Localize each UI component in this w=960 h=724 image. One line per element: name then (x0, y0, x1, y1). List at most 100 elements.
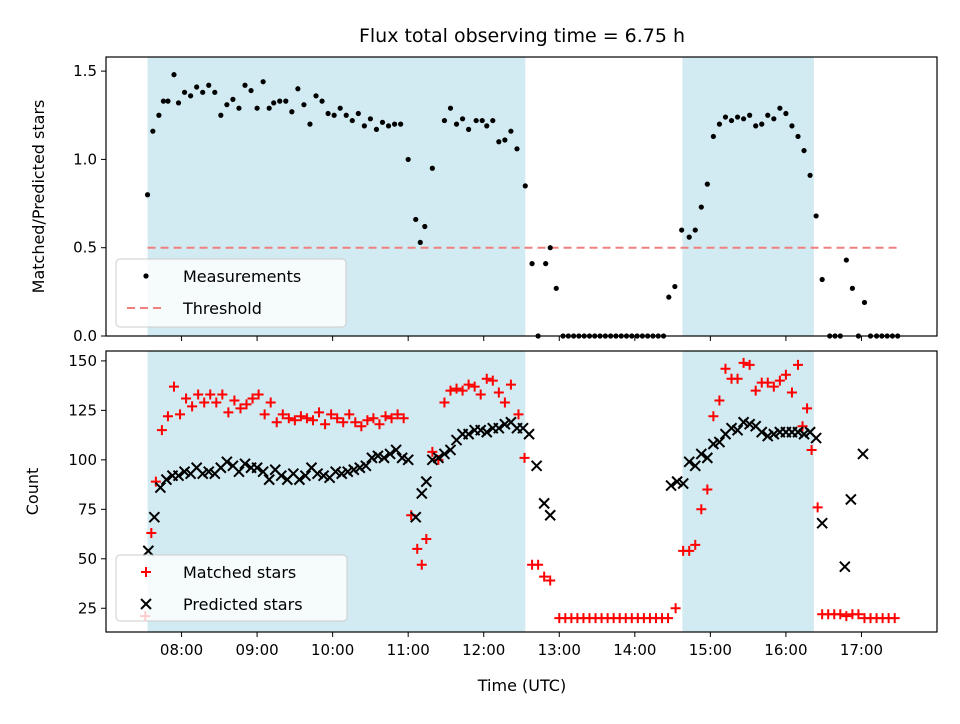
data-point (696, 504, 707, 515)
data-point (741, 116, 747, 122)
data-point (257, 466, 269, 478)
data-point (801, 147, 807, 154)
data-point (523, 428, 535, 440)
data-point (148, 511, 161, 523)
data-point (392, 409, 403, 420)
data-point (861, 299, 868, 306)
data-point (777, 105, 783, 111)
data-point (150, 476, 161, 487)
data-point (412, 543, 423, 554)
x-tick-label: 10:00 (311, 641, 354, 659)
data-point (444, 444, 457, 456)
data-point (241, 399, 252, 410)
data-point (160, 98, 167, 104)
data-point (405, 156, 411, 163)
data-point (188, 93, 194, 99)
data-point (247, 393, 258, 404)
data-point (819, 276, 825, 283)
data-point (802, 403, 813, 414)
data-point (239, 458, 251, 470)
data-point (684, 545, 695, 556)
x-tick-label: 16:00 (764, 641, 807, 659)
data-point (750, 385, 761, 396)
data-point (254, 105, 260, 111)
data-point (331, 112, 337, 118)
data-point (786, 387, 797, 398)
data-point (307, 415, 318, 426)
data-point (301, 413, 312, 424)
data-point (301, 102, 307, 108)
data-point (260, 79, 266, 85)
data-point (368, 413, 379, 424)
data-point (734, 114, 741, 120)
data-point (762, 377, 773, 388)
data-point (683, 456, 695, 468)
data-point (251, 462, 263, 474)
data-point (484, 123, 490, 129)
data-point (384, 448, 396, 460)
data-point (175, 409, 186, 420)
data-point (221, 456, 233, 468)
data-point (780, 369, 791, 380)
data-point (332, 413, 343, 424)
data-point (499, 397, 510, 408)
x-tick-label: 11:00 (387, 641, 430, 659)
data-point (162, 411, 173, 422)
y-tick-label: 75 (78, 500, 97, 518)
legend-marker (143, 273, 149, 279)
data-point (416, 559, 427, 570)
data-point (481, 373, 492, 384)
data-point (160, 473, 173, 486)
data-point (356, 421, 367, 432)
chart-title: Flux total observing time = 6.75 h (359, 25, 685, 47)
legend: Matched stars Predicted stars (115, 554, 348, 622)
data-point (422, 223, 428, 230)
data-point (469, 381, 480, 392)
data-point (514, 146, 520, 152)
y-axis-title: Count (23, 468, 42, 516)
x-axis-title: Time (UTC) (477, 676, 566, 695)
data-point (732, 373, 743, 384)
legend-label: Predicted stars (183, 595, 303, 614)
data-point (421, 533, 432, 544)
data-point (217, 389, 228, 400)
y-tick-label: 50 (78, 550, 97, 568)
data-point (490, 117, 496, 124)
data-point (544, 509, 556, 521)
data-point (529, 261, 535, 267)
data-point (235, 403, 246, 414)
legend-marker (141, 567, 151, 577)
legend-marker (140, 598, 152, 610)
data-point (338, 417, 349, 428)
data-point (816, 517, 828, 529)
data-point (677, 477, 689, 490)
data-point (502, 137, 508, 143)
data-point (666, 294, 672, 300)
data-point (689, 460, 701, 472)
data-point (481, 426, 493, 438)
data-point (445, 385, 456, 396)
data-point (391, 121, 398, 127)
data-point (337, 105, 343, 111)
data-point (142, 545, 155, 557)
data-point (374, 419, 385, 430)
data-point (154, 481, 167, 494)
data-point (539, 571, 550, 582)
data-point (795, 133, 801, 140)
data-point (413, 216, 419, 223)
data-point (702, 484, 713, 495)
data-point (223, 407, 234, 418)
data-point (841, 611, 852, 622)
data-point (349, 117, 355, 124)
data-point (248, 87, 254, 94)
data-point (307, 121, 313, 127)
data-point (156, 112, 162, 118)
data-point (457, 385, 468, 396)
y-tick-label: 0.0 (73, 327, 97, 345)
y-tick-label: 0.5 (73, 239, 97, 257)
data-point (722, 114, 729, 120)
data-point (438, 448, 451, 460)
legend-box (115, 554, 348, 622)
axes-frame (105, 350, 938, 633)
